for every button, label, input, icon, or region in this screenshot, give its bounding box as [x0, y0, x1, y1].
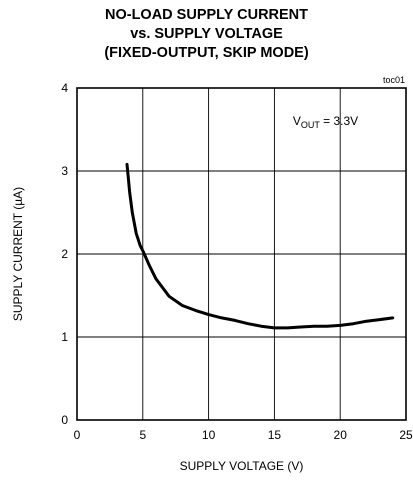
- y-tick-label: 4: [61, 81, 68, 95]
- grid-lines: [77, 88, 406, 420]
- x-tick-label: 20: [334, 428, 348, 442]
- x-tick-label: 10: [202, 428, 216, 442]
- y-tick-label: 1: [61, 330, 68, 344]
- chart-tag: toc01: [383, 75, 405, 85]
- y-tick-labels: 0 1 2 3 4: [61, 81, 68, 427]
- y-tick-label: 0: [61, 413, 68, 427]
- x-axis-label: SUPPLY VOLTAGE (V): [180, 459, 304, 473]
- x-tick-label: 0: [74, 428, 81, 442]
- vout-annotation: VOUT = 3.3V: [293, 114, 358, 130]
- y-tick-label: 2: [61, 247, 68, 261]
- y-tick-label: 3: [61, 164, 68, 178]
- data-line: [125, 162, 395, 330]
- chart-title-line-2: vs. SUPPLY VOLTAGE: [130, 26, 283, 42]
- x-tick-labels: 0 5 10 15 20 25: [74, 428, 413, 442]
- chart-title-line-1: NO-LOAD SUPPLY CURRENT: [104, 7, 309, 23]
- plot-frame: [76, 87, 407, 421]
- chart-title-line-3: (FIXED-OUTPUT, SKIP MODE): [104, 45, 309, 61]
- x-tick-label: 5: [139, 428, 146, 442]
- x-tick-label: 25: [399, 428, 413, 442]
- x-tick-label: 15: [268, 428, 282, 442]
- y-axis-label: SUPPLY CURRENT (µA): [11, 187, 25, 321]
